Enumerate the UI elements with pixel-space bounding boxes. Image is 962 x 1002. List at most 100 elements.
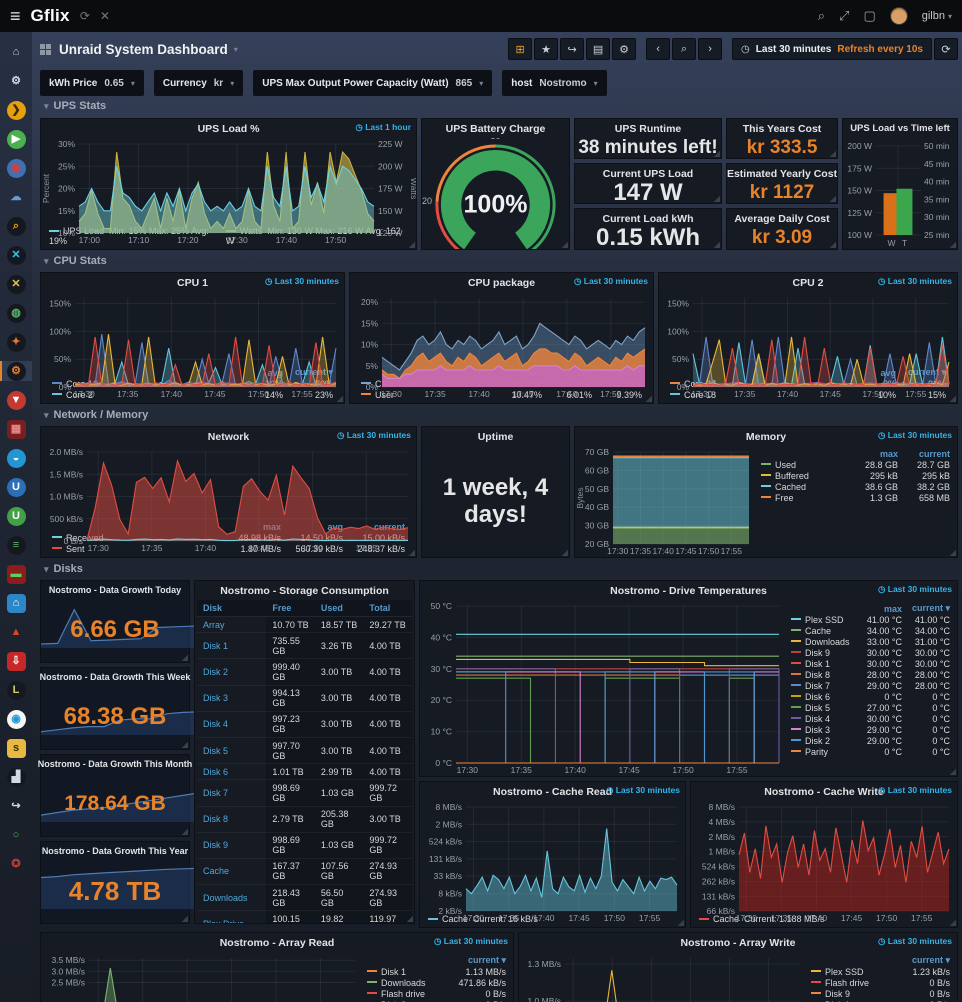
panel-title[interactable]: This Years Cost (742, 122, 822, 135)
legend-row[interactable]: Disk 10 B/s (808, 999, 953, 1002)
chart-legend[interactable]: current ▾ Plex SSD 1.23 kB/s Flash drive 0 B… (808, 955, 953, 1002)
disk-link[interactable]: Disk 7 (197, 779, 267, 807)
tab-close-icon[interactable]: ✕ (99, 9, 110, 23)
section-disks[interactable]: ▾ Disks (44, 563, 83, 575)
disk-link[interactable]: Disk 9 (197, 832, 267, 859)
panel-title[interactable]: Nostromo - Drive Temperatures (610, 584, 767, 597)
panel-title[interactable]: UPS Runtime (614, 122, 682, 135)
panel-title[interactable]: Nostromo - Data Growth This Month (37, 758, 193, 769)
disk-link[interactable]: Disk 6 (197, 763, 267, 781)
save-icon[interactable]: ▤ (586, 38, 611, 60)
panel-title[interactable]: UPS Load % (197, 122, 260, 135)
panel-title[interactable]: Uptime (477, 430, 514, 443)
app-search-icon[interactable]: ⌕ (0, 216, 32, 236)
app-droplet-icon[interactable]: ◉ (0, 709, 32, 729)
app-redring-icon[interactable]: ✪ (11, 857, 21, 870)
time-range-badge[interactable]: ◷ Last 30 minutes (264, 276, 339, 286)
panel-title[interactable]: Network (207, 430, 250, 443)
disk-link[interactable]: Downloads (197, 884, 267, 912)
legend-row[interactable]: Disk 5 27.00 °C 0 °C (788, 702, 953, 713)
panel-title[interactable]: Nostromo - Array Write (680, 936, 796, 949)
disk-link[interactable]: Disk 5 (197, 737, 267, 765)
star-icon[interactable]: ★ (534, 38, 559, 60)
panel-title[interactable]: CPU 1 (177, 276, 208, 289)
legend-header[interactable]: max current (879, 449, 950, 459)
cache-read-chart[interactable]: 17:30 17:35 17:40 17:45 17:50 17:55 2 kB/s 8 kB… (420, 801, 685, 924)
chart-legend[interactable]: max current Used 28.8 GB 28.7 GB Buffered 295 … (758, 449, 953, 503)
app-github-icon[interactable]: ○ (12, 828, 20, 841)
legend-row[interactable]: Flash drive 0 B/s (808, 977, 953, 988)
time-back-icon[interactable]: ‹ (646, 38, 671, 60)
legend-item[interactable]: Cache Current: 1.188 MB/s (699, 914, 825, 924)
chart-legend[interactable]: max current ▾ Plex SSD 41.00 °C 41.00 °C Cach… (788, 603, 953, 757)
app-pihole-icon[interactable]: ▦ (0, 419, 32, 439)
legend-row[interactable]: Plex SSD 41.00 °C 41.00 °C (788, 614, 953, 625)
legend-row[interactable]: Cache 34.00 °C 34.00 °C (788, 625, 953, 636)
tv-mode-icon[interactable]: ▢ (863, 8, 876, 23)
app-download-icon[interactable]: ⇩ (0, 651, 32, 671)
time-range-badge[interactable]: ◷ Last 30 minutes (433, 936, 508, 946)
app-kitana-icon[interactable]: ✕ (0, 245, 32, 265)
fullscreen-icon[interactable]: ⤢ (839, 8, 850, 23)
app-plex-icon[interactable]: ❯ (0, 100, 32, 120)
dashboard-title[interactable]: Unraid System Dashboard (59, 41, 228, 57)
legend-row[interactable]: Cached 38.6 GB 38.2 GB (758, 481, 953, 492)
variable-currency[interactable]: Currency kr ▾ (153, 70, 244, 96)
panel-title[interactable]: Nostromo - Data Growth Today (48, 584, 182, 595)
legend-row[interactable]: Disk 1 1.13 MB/s (364, 966, 509, 977)
legend-row[interactable]: Free 1.3 GB 658 MB (758, 492, 953, 503)
variable-kwh-price[interactable]: kWh Price 0.65 ▾ (40, 70, 144, 96)
ups-load-chart[interactable]: 17:00 17:10 17:20 17:30 17:40 17:50 10% 15% 20% 2… (41, 138, 416, 246)
refresh-icon[interactable]: ⟳ (934, 38, 958, 60)
app-heimdall-icon[interactable]: ⌂ (0, 593, 32, 613)
legend-row[interactable]: Disk 8 28.00 °C 28.00 °C (788, 669, 953, 680)
legend-row[interactable]: Core 2 14% 23% (49, 389, 336, 400)
panel-title[interactable]: Nostromo - Cache Read (492, 785, 613, 798)
legend-row[interactable]: Disk 7 29.00 °C 28.00 °C (788, 680, 953, 691)
home-icon[interactable]: ⌂ (12, 45, 20, 58)
legend-item[interactable]: Cache Current: 16 kB/s (428, 914, 538, 924)
panel-title[interactable]: CPU package (467, 276, 536, 289)
panel-title[interactable]: UPS Battery Charge (445, 122, 546, 135)
time-range-badge[interactable]: ◷ Last 30 minutes (877, 785, 952, 795)
zoom-out-icon[interactable]: ⌕ (672, 38, 697, 60)
panel-title[interactable]: Nostromo - Data Growth This Week (39, 671, 191, 682)
chart-legend[interactable]: current ▾ Disk 1 1.13 MB/s Downloads 471.86 … (364, 955, 509, 1002)
ups-bars-chart[interactable]: 100 W 125 W 150 W 175 W 200 W 25 min 30 min 35 … (843, 138, 957, 249)
legend-row[interactable]: User 10.47% 6.01% 9.39% (358, 389, 645, 400)
legend-header[interactable]: current ▾ (467, 955, 506, 965)
app-deluge-icon[interactable]: ◒ (0, 448, 32, 468)
section-network-memory[interactable]: ▾ Network / Memory (44, 409, 149, 421)
legend-row[interactable]: Used 28.8 GB 28.7 GB (758, 459, 953, 470)
time-range-badge[interactable]: ◷ Last 30 minutes (336, 430, 411, 440)
app-burger-icon[interactable]: ≡ (0, 535, 32, 555)
time-forward-icon[interactable]: › (698, 38, 723, 60)
panel-title[interactable]: UPS Load vs Time left (850, 123, 950, 134)
app-shield-icon[interactable]: ▼ (0, 390, 32, 410)
time-range-badge[interactable]: ◷ Last 1 hour (355, 122, 411, 132)
cloud-icon[interactable]: ☁ (10, 190, 22, 203)
cpu1-chart[interactable]: 17:30 17:35 17:40 17:45 17:50 17:55 0% 50% 100% 1… (41, 292, 344, 400)
variable-ups-capacity[interactable]: UPS Max Output Power Capacity (Watt) 865… (253, 70, 493, 96)
time-range-badge[interactable]: ◷ Last 30 minutes (877, 430, 952, 440)
panel-title[interactable]: Current Load kWh (602, 212, 694, 225)
panel-title[interactable]: Current UPS Load (602, 167, 694, 180)
time-range-badge[interactable]: ◷ Last 30 minutes (605, 785, 680, 795)
time-range-badge[interactable]: ◷ Last 30 minutes (573, 276, 648, 286)
battery-gauge[interactable]: 02050100100% (422, 138, 569, 249)
app-unmanic-icon[interactable]: U (0, 477, 32, 497)
chart-legend[interactable]: Cache Current: 16 kB/s (420, 914, 685, 927)
app-tautulli-icon[interactable]: ✕ (0, 274, 32, 294)
panel-title[interactable]: Estimated Yearly Cost (726, 167, 838, 180)
app-glances-icon[interactable]: ◍ (0, 303, 32, 323)
app-switch-icon[interactable]: ▬ (0, 564, 32, 584)
tab-refresh-icon[interactable]: ⟳ (79, 9, 90, 23)
app-emby-icon[interactable]: ▶ (0, 129, 32, 149)
time-range-badge[interactable]: ◷ Last 30 minutes (877, 584, 952, 594)
search-icon[interactable]: ⌕ (817, 8, 826, 23)
panel-title[interactable]: Average Daily Cost (734, 212, 830, 225)
